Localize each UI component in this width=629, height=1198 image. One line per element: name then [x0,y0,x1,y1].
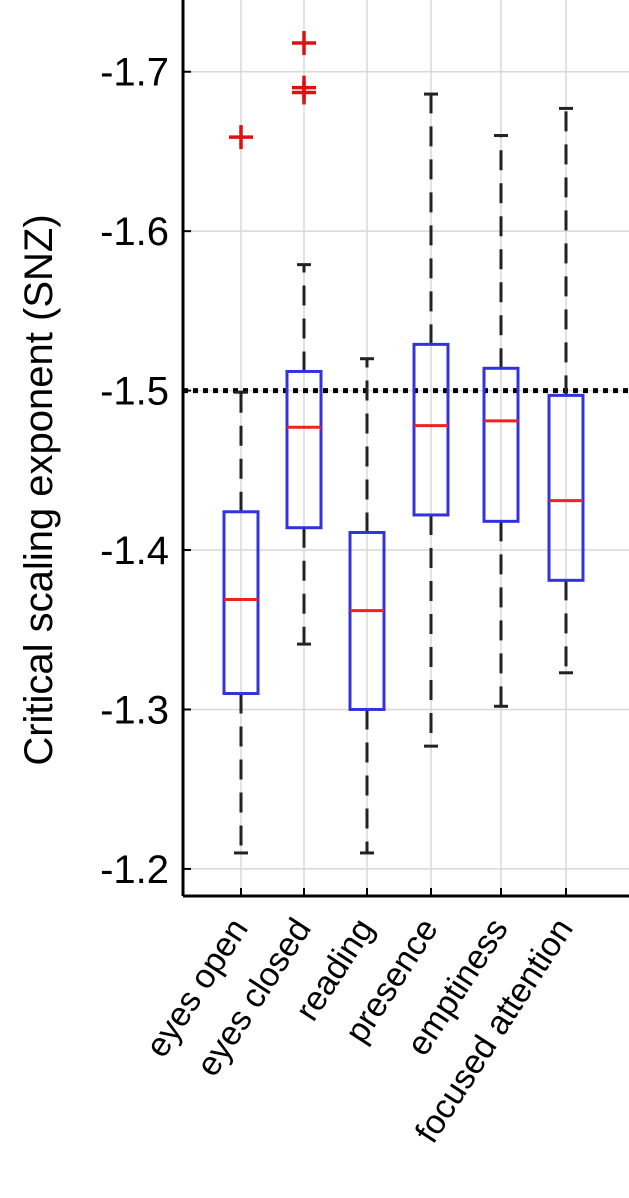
box-focused-attention [547,393,585,582]
y-tick-label: -1.7 [100,51,169,95]
whiskers [234,92,573,855]
box-eyes-closed [285,369,323,530]
y-tick-labels: -1.7 -1.6 -1.5 -1.4 -1.3 -1.2 [100,51,169,892]
box-emptiness [482,366,520,523]
outlier-marker [229,125,253,150]
y-axis-label: Critical scaling exponent (SNZ) [17,214,61,765]
outlier-marker [292,31,316,56]
grid-lines [183,0,629,896]
y-tick-label: -1.4 [100,529,169,573]
box-eyes-open [222,510,260,696]
y-tick-label: -1.5 [100,370,169,414]
box-presence [412,342,450,517]
y-tick-label: -1.6 [100,210,169,254]
outlier-marker [292,75,316,100]
y-tick-label: -1.2 [100,848,169,892]
axes [181,0,629,898]
box-reading [348,530,386,711]
y-tick-label: -1.3 [100,688,169,732]
outliers [229,31,316,150]
boxes [222,342,585,711]
